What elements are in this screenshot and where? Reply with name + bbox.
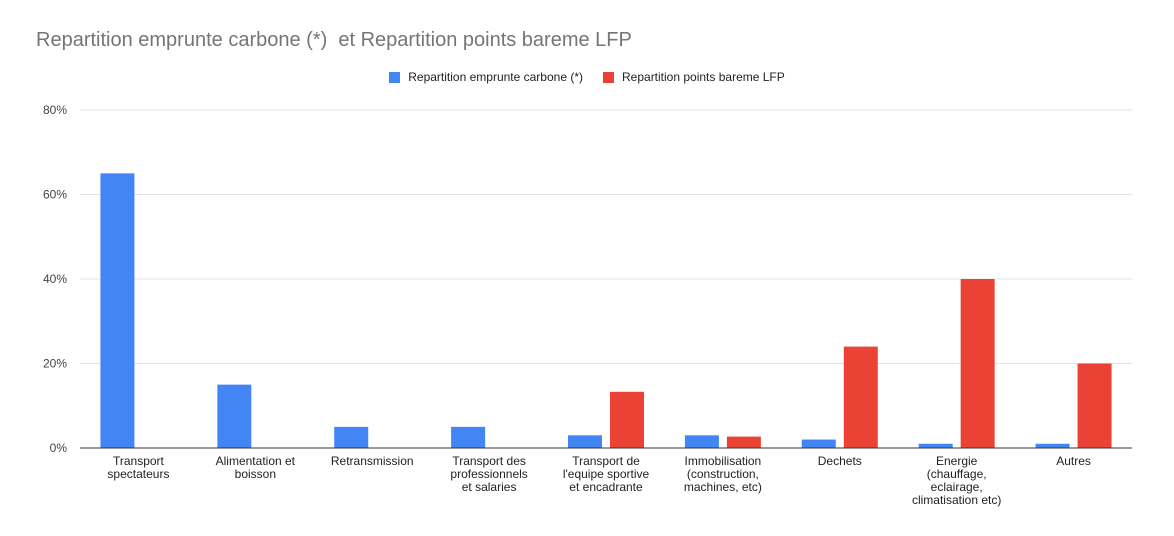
x-tick-label-line: l'equipe sportive	[563, 467, 650, 481]
x-tick-label-0: Transport spectateurs	[107, 454, 169, 481]
y-tick-label-20: 20%	[43, 357, 67, 371]
y-tick-label-40: 40%	[43, 272, 67, 286]
bar-s1-c5	[727, 437, 761, 448]
x-tick-label-line: Alimentation et	[216, 454, 296, 468]
bar-s0-c5	[685, 435, 719, 448]
x-tick-label-line: boisson	[235, 467, 276, 481]
x-tick-label-4: Transport de l'equipe sportive et encadran…	[563, 454, 650, 494]
bar-s0-c2	[334, 427, 368, 448]
x-tick-label-line: professionnels	[450, 467, 527, 481]
x-tick-label-5: Immobilisation (construction, machines, et…	[684, 454, 762, 494]
x-tick-label-line: Transport	[113, 454, 165, 468]
x-tick-label-line: Retransmission	[331, 454, 414, 468]
x-tick-label-line: (chauffage,	[927, 467, 987, 481]
x-tick-label-line: Dechets	[818, 454, 862, 468]
bar-s1-c8	[1078, 364, 1112, 449]
bar-s0-c0	[100, 173, 134, 448]
x-tick-label-1: Alimentation et boisson	[216, 454, 296, 481]
x-tick-label-line: et encadrante	[569, 480, 643, 494]
bar-s0-c4	[568, 435, 602, 448]
x-tick-label-8: Autres	[1056, 454, 1091, 468]
x-tick-label-2: Retransmission	[331, 454, 414, 468]
y-tick-label-0: 0%	[50, 441, 68, 455]
x-tick-label-line: Autres	[1056, 454, 1091, 468]
y-tick-label-60: 60%	[43, 188, 67, 202]
bar-s0-c3	[451, 427, 485, 448]
bar-s0-c6	[802, 440, 836, 448]
bar-s1-c4	[610, 392, 644, 448]
x-tick-label-line: Energie	[936, 454, 978, 468]
x-tick-label-line: et salaries	[462, 480, 517, 494]
bar-s1-c6	[844, 347, 878, 448]
bar-s0-c8	[1036, 444, 1070, 448]
bar-s0-c1	[217, 385, 251, 448]
x-tick-label-line: eclairage,	[931, 480, 983, 494]
bar-s0-c7	[919, 444, 953, 448]
bar-s1-c7	[961, 279, 995, 448]
y-tick-label-80: 80%	[43, 103, 67, 117]
x-tick-label-7: Energie (chauffage, eclairage, climatisatio…	[912, 454, 1001, 507]
x-tick-label-6: Dechets	[818, 454, 862, 468]
x-tick-label-line: Transport des	[452, 454, 526, 468]
x-tick-label-line: Immobilisation	[685, 454, 762, 468]
x-tick-label-line: Transport de	[572, 454, 640, 468]
x-tick-label-line: machines, etc)	[684, 480, 762, 494]
x-tick-label-line: spectateurs	[107, 467, 169, 481]
x-tick-label-line: (construction,	[687, 467, 759, 481]
x-tick-label-line: climatisation etc)	[912, 493, 1001, 507]
x-tick-label-3: Transport des professionnels et salaries	[450, 454, 527, 494]
